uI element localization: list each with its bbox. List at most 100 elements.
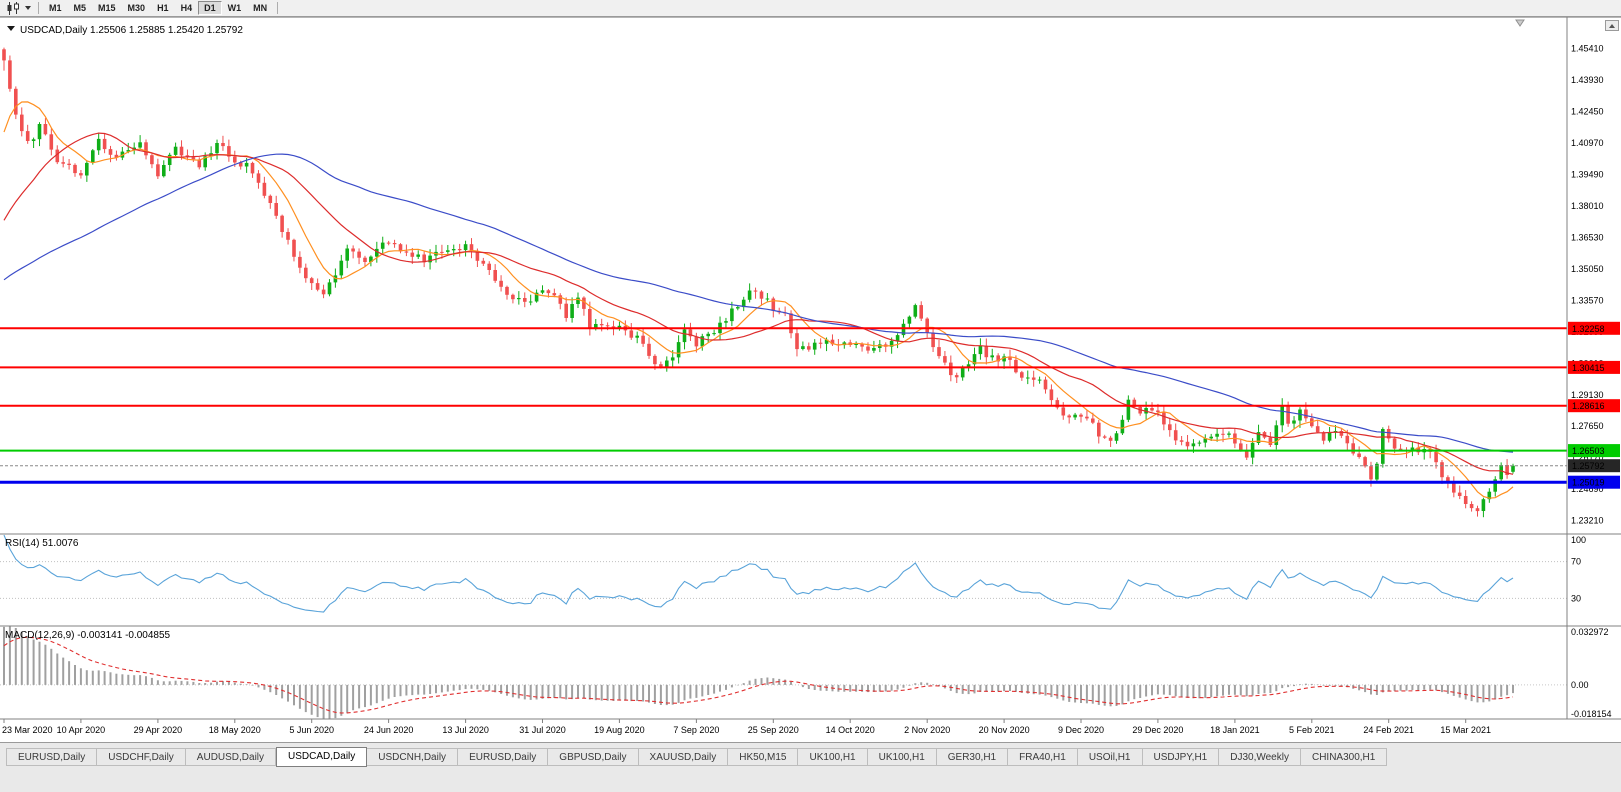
candle-body: [1227, 433, 1231, 435]
candle-body: [854, 343, 858, 345]
chart-tab-usdcad-daily[interactable]: USDCAD,Daily: [276, 747, 368, 767]
chart-tab-hk50-m15[interactable]: HK50,M15: [728, 748, 799, 766]
date-axis-label: 31 Jul 2020: [519, 725, 566, 735]
candle-body: [1114, 433, 1119, 441]
timeframe-button-m1[interactable]: M1: [49, 3, 62, 13]
timeframe-button-h4[interactable]: H4: [180, 3, 193, 13]
date-axis-label: 10 Apr 2020: [57, 725, 106, 735]
candle-body: [665, 360, 669, 367]
candlestick-chart-button[interactable]: [4, 1, 22, 15]
candle-body: [747, 290, 752, 300]
date-axis-label: 29 Dec 2020: [1132, 725, 1183, 735]
chevron-down-icon[interactable]: [25, 6, 31, 10]
chart-tab-xauusd-daily[interactable]: XAUUSD,Daily: [638, 748, 729, 766]
candle-body: [1481, 499, 1486, 511]
date-axis-label: 24 Jun 2020: [364, 725, 414, 735]
candle-body: [238, 162, 243, 167]
chart-background[interactable]: [0, 17, 1621, 742]
chart-tab-china300-h1[interactable]: CHINA300,H1: [1300, 748, 1388, 766]
candle-body: [162, 165, 166, 177]
candle-body: [1085, 416, 1089, 419]
candle-body: [1457, 492, 1462, 496]
candle-body: [528, 301, 533, 303]
candle-body: [108, 149, 113, 155]
timeframe-button-m30[interactable]: M30: [127, 3, 146, 13]
candle-body: [1369, 466, 1373, 480]
candle-body: [1168, 424, 1172, 431]
candle-body: [1345, 435, 1350, 444]
candle-body: [558, 295, 563, 304]
candle-body: [582, 297, 586, 309]
candle-body: [304, 267, 308, 279]
candle-body: [1203, 438, 1208, 443]
date-axis-label: 7 Sep 2020: [673, 725, 719, 735]
candle-body: [647, 343, 651, 356]
candle-body: [1173, 430, 1178, 441]
candle-body: [1298, 409, 1302, 421]
chart-tab-usdcnh-daily[interactable]: USDCNH,Daily: [367, 748, 459, 766]
candle-body: [1280, 405, 1284, 426]
candle-body: [1292, 420, 1296, 424]
candle-body: [1031, 377, 1036, 380]
level-price-label-text: 1.25019: [1572, 478, 1605, 488]
candle-body: [43, 124, 48, 135]
timeframe-button-h1[interactable]: H1: [157, 3, 169, 13]
scroll-up-button[interactable]: [1605, 20, 1619, 31]
price-chart[interactable]: 1.232101.246901.261701.276501.291301.306…: [0, 17, 1621, 742]
candle-body: [1162, 412, 1166, 425]
candle-body: [599, 324, 604, 326]
candle-body: [309, 278, 314, 284]
candle-body: [286, 232, 290, 240]
level-price-label[interactable]: [1568, 399, 1620, 413]
price-tick-label: 1.27650: [1571, 421, 1604, 431]
candle-body: [410, 252, 415, 257]
candle-body: [736, 307, 740, 309]
candle-body: [617, 325, 622, 329]
chart-tab-usoil-h1[interactable]: USOil,H1: [1077, 748, 1143, 766]
timeframe-button-w1[interactable]: W1: [227, 3, 242, 13]
chart-tab-uk100-h1[interactable]: UK100,H1: [867, 748, 937, 766]
level-price-label[interactable]: [1568, 444, 1620, 458]
timeframe-button-mn[interactable]: MN: [253, 3, 268, 13]
candle-body: [274, 203, 278, 216]
chart-tab-eurusd-daily[interactable]: EURUSD,Daily: [6, 748, 98, 766]
candle-body: [913, 305, 918, 317]
candle-body: [1120, 419, 1125, 434]
candle-body: [682, 329, 687, 343]
chart-tab-ger30-h1[interactable]: GER30,H1: [936, 748, 1009, 766]
candle-body: [221, 143, 225, 147]
level-price-label[interactable]: [1568, 475, 1620, 489]
candle-body: [629, 330, 634, 338]
chart-tab-usdchf-daily[interactable]: USDCHF,Daily: [97, 748, 186, 766]
chart-tab-audusd-daily[interactable]: AUDUSD,Daily: [185, 748, 277, 766]
macd-scale-label: -0.018154: [1571, 709, 1612, 719]
candle-body: [79, 173, 83, 176]
candle-body: [102, 138, 107, 150]
candle-body: [1475, 508, 1480, 512]
date-axis-label: 15 Mar 2021: [1440, 725, 1491, 735]
candle-body: [292, 239, 296, 257]
level-price-label[interactable]: [1568, 321, 1620, 335]
chart-tab-gbpusd-daily[interactable]: GBPUSD,Daily: [548, 748, 639, 766]
chart-shift-marker[interactable]: [1515, 19, 1525, 27]
candle-body: [759, 291, 764, 299]
candle-body: [866, 346, 870, 351]
level-price-label[interactable]: [1568, 360, 1620, 374]
date-axis-label: 25 Sep 2020: [748, 725, 799, 735]
chart-tab-usdjpy-h1[interactable]: USDJPY,H1: [1142, 748, 1220, 766]
candle-body: [351, 248, 355, 252]
candle-body: [812, 342, 817, 350]
candle-body: [1274, 425, 1279, 445]
chart-tab-dj30-weekly[interactable]: DJ30,Weekly: [1219, 748, 1301, 766]
candle-body: [428, 255, 432, 263]
candle-body: [1055, 400, 1060, 408]
chart-tab-eurusd-daily[interactable]: EURUSD,Daily: [458, 748, 549, 766]
chart-tab-fra40-h1[interactable]: FRA40,H1: [1008, 748, 1078, 766]
chart-tab-uk100-h1[interactable]: UK100,H1: [798, 748, 868, 766]
timeframe-button-m15[interactable]: M15: [98, 3, 116, 13]
candle-body: [1067, 415, 1071, 418]
candle-body: [85, 162, 89, 176]
timeframe-button-d1[interactable]: D1: [198, 1, 222, 15]
candle-body: [268, 195, 273, 203]
timeframe-button-m5[interactable]: M5: [73, 3, 87, 13]
